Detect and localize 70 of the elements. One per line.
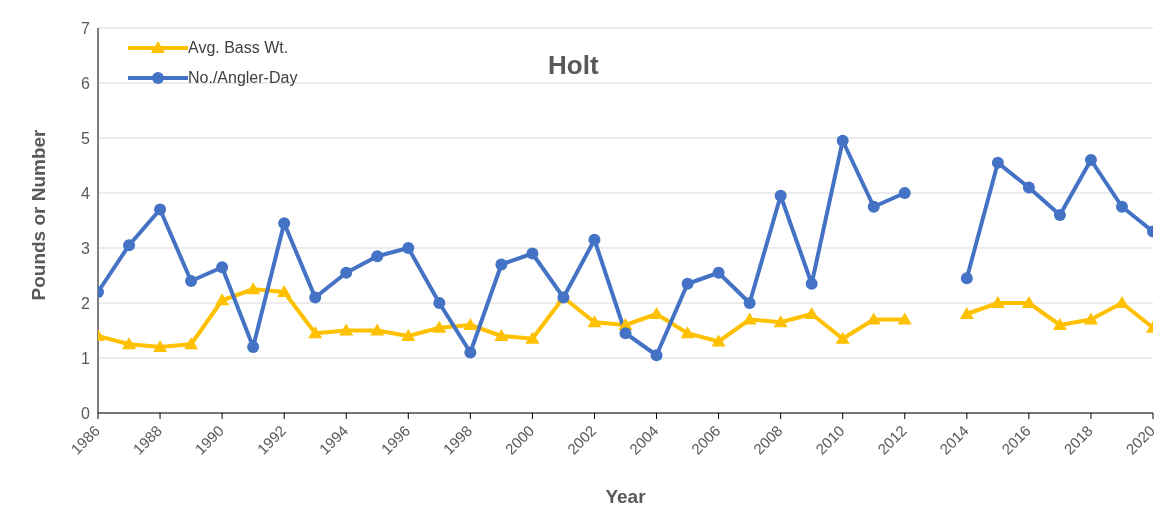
y-tick-label: 2: [81, 294, 91, 312]
y-tick-label: 4: [81, 184, 91, 202]
point: [835, 331, 850, 344]
point: [464, 346, 477, 359]
point: [711, 334, 726, 347]
point: [184, 337, 199, 350]
point: [991, 156, 1004, 169]
point: [340, 266, 353, 279]
point: [526, 247, 539, 260]
point: [123, 239, 136, 252]
point: [1052, 318, 1067, 330]
point: [743, 297, 756, 309]
y-tick-label: 3: [81, 239, 91, 257]
point: [1021, 296, 1036, 308]
point: [122, 337, 137, 350]
point: [433, 297, 446, 309]
point: [681, 277, 694, 290]
point: [587, 315, 602, 328]
point: [1053, 209, 1066, 221]
point: [495, 258, 508, 271]
point: [836, 134, 849, 147]
point: [153, 340, 168, 352]
point: [402, 242, 415, 254]
point: [494, 329, 509, 341]
point: [960, 272, 973, 285]
text: Holt: [548, 50, 599, 81]
point: [246, 282, 261, 295]
point: [773, 315, 788, 328]
point: [650, 349, 663, 362]
y-tick-label: 5: [81, 129, 91, 147]
point: [990, 296, 1005, 308]
y-tick-label: 1: [81, 349, 91, 367]
point: [1083, 312, 1098, 325]
point: [371, 250, 384, 263]
y-tick-label: 0: [81, 404, 91, 422]
point: [215, 293, 230, 306]
y-axis-title: Pounds or Number: [27, 128, 49, 301]
point: [712, 266, 725, 279]
point: [1022, 181, 1035, 194]
y-tick-label: 7: [81, 19, 91, 37]
point: [805, 277, 818, 290]
point: [277, 285, 292, 297]
legend-label: No./Angler-Day: [188, 69, 298, 87]
point: [185, 275, 198, 287]
point: [619, 327, 632, 340]
y-tick-label: 6: [81, 74, 91, 92]
x-axis-title: Year: [605, 486, 647, 507]
point: [959, 307, 974, 319]
point: [401, 329, 416, 341]
point: [774, 189, 787, 202]
legend-label: Avg. Bass Wt.: [188, 39, 289, 57]
point: [897, 312, 912, 325]
point: [247, 341, 260, 353]
point: [804, 307, 819, 319]
point: [867, 200, 880, 213]
point: [216, 261, 229, 274]
point: [1084, 154, 1097, 166]
point: [339, 323, 354, 336]
point: [1115, 200, 1128, 213]
point: [742, 312, 757, 325]
point: [308, 326, 323, 339]
point: [525, 331, 540, 344]
point: [370, 323, 385, 336]
point: [680, 326, 695, 339]
point: [309, 291, 322, 304]
point: [154, 203, 167, 216]
point: [432, 320, 447, 333]
point: [463, 318, 478, 330]
point: [898, 187, 911, 199]
point: [588, 233, 601, 246]
